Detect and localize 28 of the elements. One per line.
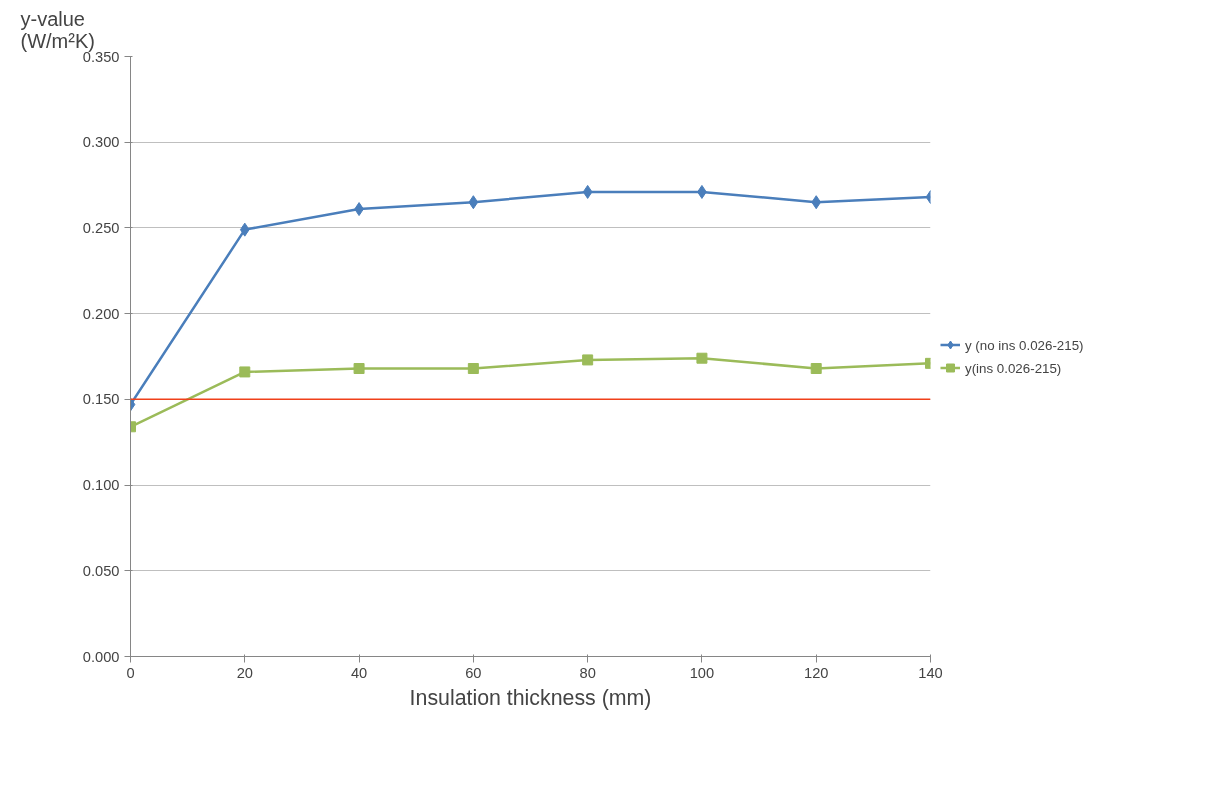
point: [239, 222, 250, 237]
point: [810, 363, 822, 374]
x-tick-label: 60: [465, 664, 482, 681]
y-tick-label: 0.050: [82, 562, 120, 579]
point: [468, 195, 479, 210]
y-tick-label: 0.200: [82, 305, 120, 322]
x-tick-label: 120: [803, 664, 829, 681]
x-tick-label: 40: [350, 664, 368, 681]
y-tick-label: 0.000: [82, 648, 120, 665]
y-tick-label: 0.100: [82, 477, 120, 494]
legend-label: y(ins 0.026-215): [965, 360, 1062, 375]
x-tick-label: 100: [689, 664, 715, 681]
x-tick-label: 140: [918, 664, 943, 681]
y-tick-label: 0.300: [82, 134, 120, 151]
point: [696, 352, 708, 364]
point: [811, 195, 822, 210]
x-axis-title: Insulation thickness (mm): [409, 685, 652, 710]
legend-label: y (no ins 0.026-215): [965, 337, 1084, 352]
x-tick-label: 20: [236, 664, 253, 681]
point: [582, 354, 594, 366]
x-tick-label: 80: [579, 664, 596, 681]
point: [582, 184, 593, 199]
x-tick-label: 0: [126, 664, 135, 681]
y-tick-label: 0.250: [82, 219, 120, 236]
y-tick-label: 0.150: [82, 391, 120, 408]
point: [353, 363, 365, 374]
point: [467, 363, 479, 374]
point: [239, 366, 251, 378]
